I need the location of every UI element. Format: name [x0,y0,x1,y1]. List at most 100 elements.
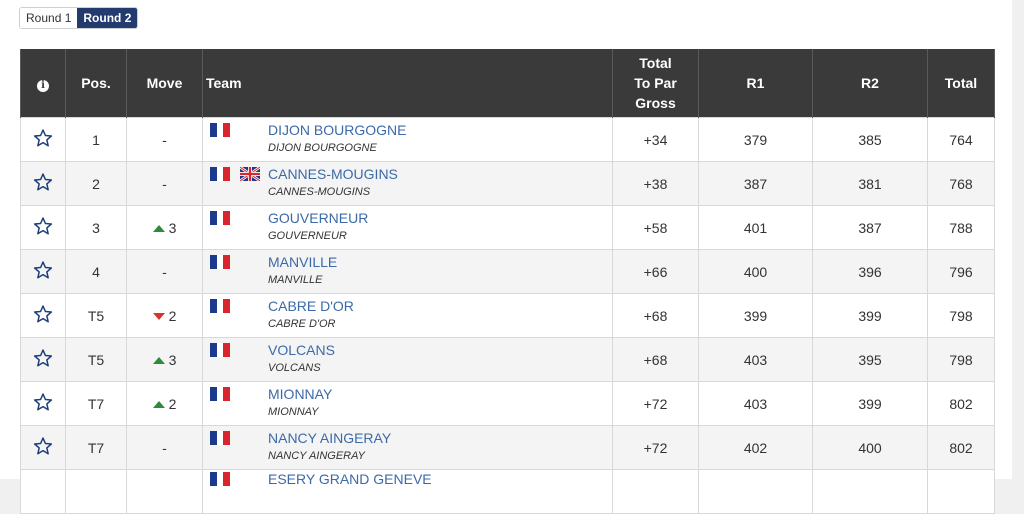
table-row[interactable]: T5 2 CABRE D'OR CABRE D'OR +68 399 399 798 [20,293,995,338]
move-cell [126,469,203,514]
total-to-par-line3: Gross [635,95,676,111]
move-down-icon [152,312,165,320]
flags [210,123,231,137]
star-icon[interactable] [33,128,53,148]
team-link[interactable]: VOLCANS [268,342,335,358]
r1-cell [698,469,813,514]
star-icon[interactable] [33,436,53,456]
info-icon[interactable]: i [37,80,49,92]
france-flag-icon [210,211,231,225]
table-row[interactable]: 2 - CANNES-MOUGINS CANNES-MOUGINS +38 387 381 7… [20,161,995,206]
flags [210,255,231,269]
move-cell: - [126,425,203,470]
info-header[interactable]: i [20,49,66,118]
team-link[interactable]: MANVILLE [268,254,338,270]
favorite-cell[interactable] [20,249,66,294]
star-icon[interactable] [33,172,53,192]
table-row[interactable]: 4 - MANVILLE MANVILLE +66 400 396 796 [20,249,995,294]
r2-cell: 385 [812,117,928,162]
leaderboard-body: 1- DIJON BOURGOGNE DIJON BOURGOGNE +34 379 38… [20,117,995,514]
favorite-cell[interactable] [20,117,66,162]
favorite-cell[interactable] [20,381,66,426]
star-icon[interactable] [33,348,53,368]
to-par-cell: +72 [612,425,699,470]
header-row: i Pos. Move Team Total To Par Gross R1 R… [20,49,995,118]
team-cell: NANCY AINGERAY NANCY AINGERAY [202,425,613,470]
team-cell: GOUVERNEUR GOUVERNEUR [202,205,613,250]
favorite-cell[interactable] [20,425,66,470]
to-par-cell: +68 [612,293,699,338]
to-par-cell: +68 [612,337,699,382]
move-cell: 2 [126,293,203,338]
star-icon[interactable] [33,392,53,412]
team-cell: CABRE D'OR CABRE D'OR [202,293,613,338]
r2-header[interactable]: R2 [812,49,928,118]
tab-round-1[interactable]: Round 1 [20,8,78,28]
pos-cell: T7 [65,381,127,426]
star-icon[interactable] [33,260,53,280]
team-subtitle: CANNES-MOUGINS [268,186,371,198]
team-cell: CANNES-MOUGINS CANNES-MOUGINS [202,161,613,206]
flags [210,343,231,357]
total-cell: 768 [927,161,995,206]
team-link[interactable]: CABRE D'OR [268,298,354,314]
total-cell [927,469,995,514]
total-to-par-line1: Total [639,55,672,71]
team-cell: MANVILLE MANVILLE [202,249,613,294]
table-row[interactable]: T7 - NANCY AINGERAY NANCY AINGERAY +72 402 400… [20,425,995,470]
move-cell: - [126,161,203,206]
team-cell: MIONNAY MIONNAY [202,381,613,426]
team-cell: VOLCANS VOLCANS [202,337,613,382]
total-cell: 798 [927,293,995,338]
total-header[interactable]: Total [927,49,995,118]
team-link[interactable]: GOUVERNEUR [268,210,369,226]
total-cell: 788 [927,205,995,250]
favorite-cell[interactable] [20,161,66,206]
star-icon[interactable] [33,216,53,236]
france-flag-icon [210,299,231,313]
favorite-cell[interactable] [20,293,66,338]
move-value: 2 [168,395,177,412]
to-par-cell [612,469,699,514]
r2-cell: 381 [812,161,928,206]
team-link[interactable]: NANCY AINGERAY [268,430,392,446]
favorite-cell[interactable] [20,205,66,250]
pos-header[interactable]: Pos. [65,49,127,118]
pos-cell: 1 [65,117,127,162]
team-link[interactable]: DIJON BOURGOGNE [268,122,407,138]
total-to-par-header[interactable]: Total To Par Gross [612,49,699,118]
team-subtitle: CABRE D'OR [268,318,336,330]
team-link[interactable]: MIONNAY [268,386,333,402]
move-cell: 2 [126,381,203,426]
favorite-cell[interactable] [20,337,66,382]
r1-cell: 399 [698,293,813,338]
move-value: 2 [168,307,177,324]
r1-cell: 401 [698,205,813,250]
france-flag-icon [210,431,231,445]
uk-flag-icon [239,165,261,184]
move-header[interactable]: Move [126,49,203,118]
move-value: 3 [168,219,177,236]
tab-round-2[interactable]: Round 2 [77,8,138,28]
team-link[interactable]: ESERY GRAND GENEVE [268,471,432,487]
table-row[interactable]: 1 - DIJON BOURGOGNE DIJON BOURGOGNE +34 379 38… [20,117,995,162]
table-row[interactable]: T5 3 VOLCANS VOLCANS +68 403 395 798 [20,337,995,382]
table-row[interactable]: 3 3 GOUVERNEUR GOUVERNEUR +58 401 387 788 [20,205,995,250]
r2-cell: 400 [812,425,928,470]
r1-header[interactable]: R1 [698,49,813,118]
team-header[interactable]: Team [202,49,613,118]
total-cell: 802 [927,381,995,426]
pos-cell: T5 [65,293,127,338]
r2-cell: 395 [812,337,928,382]
round-tabs: Round 1 Round 2 [19,7,139,29]
table-row[interactable]: T7 2 MIONNAY MIONNAY +72 403 399 802 [20,381,995,426]
r2-cell: 396 [812,249,928,294]
team-link[interactable]: CANNES-MOUGINS [268,166,398,182]
r1-cell: 400 [698,249,813,294]
total-cell: 796 [927,249,995,294]
star-icon[interactable] [33,304,53,324]
to-par-cell: +72 [612,381,699,426]
favorite-cell[interactable] [20,469,66,514]
table-row-partial[interactable]: ESERY GRAND GENEVE [20,469,995,514]
